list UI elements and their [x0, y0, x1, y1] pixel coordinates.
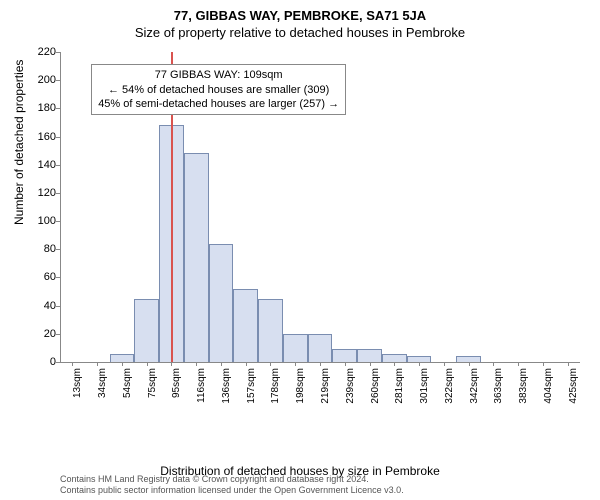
histogram-plot: 02040608010012014016018020022013sqm34sqm… [60, 52, 580, 402]
histogram-bar [308, 334, 333, 362]
x-tick-label: 383sqm [518, 368, 529, 404]
y-tick-label: 220 [38, 46, 56, 58]
histogram-bar [382, 354, 407, 362]
y-axis-label: Number of detached properties [12, 60, 26, 225]
info-box-line3: 45% of semi-detached houses are larger (… [98, 97, 339, 111]
property-info-box: 77 GIBBAS WAY: 109sqm← 54% of detached h… [91, 64, 346, 115]
y-tick-label: 200 [38, 74, 56, 86]
x-tick-label: 260sqm [370, 368, 381, 404]
x-tick-label: 116sqm [196, 368, 207, 403]
y-tick-label: 20 [44, 328, 56, 340]
info-box-line2: ← 54% of detached houses are smaller (30… [98, 83, 339, 97]
y-tick-label: 160 [38, 131, 56, 143]
x-tick-label: 178sqm [270, 368, 281, 404]
title-main: 77, GIBBAS WAY, PEMBROKE, SA71 5JA [0, 0, 600, 23]
footer-line2: Contains public sector information licen… [60, 485, 404, 496]
x-tick-label: 219sqm [320, 368, 331, 404]
x-tick-label: 54sqm [122, 368, 133, 398]
y-tick-label: 180 [38, 102, 56, 114]
y-tick-label: 60 [44, 271, 56, 283]
histogram-bar [283, 334, 308, 362]
y-tick-label: 140 [38, 159, 56, 171]
footer-line1: Contains HM Land Registry data © Crown c… [60, 474, 404, 485]
x-tick-label: 75sqm [147, 368, 158, 398]
x-tick-label: 239sqm [345, 368, 356, 404]
histogram-bar [357, 349, 382, 362]
histogram-bar [209, 244, 234, 362]
x-tick-label: 34sqm [97, 368, 108, 398]
y-tick-label: 40 [44, 300, 56, 312]
histogram-bar [258, 299, 283, 362]
y-tick-label: 120 [38, 187, 56, 199]
y-tick-label: 100 [38, 215, 56, 227]
x-tick-label: 281sqm [394, 368, 405, 404]
info-box-line1: 77 GIBBAS WAY: 109sqm [98, 68, 339, 82]
chart-area: 02040608010012014016018020022013sqm34sqm… [60, 52, 580, 402]
x-tick-label: 342sqm [469, 368, 480, 404]
histogram-bar [110, 354, 135, 362]
histogram-bar [184, 153, 209, 362]
footer-attribution: Contains HM Land Registry data © Crown c… [60, 474, 404, 496]
title-sub: Size of property relative to detached ho… [0, 23, 600, 44]
x-tick-label: 136sqm [221, 368, 232, 404]
x-tick-label: 301sqm [419, 368, 430, 404]
histogram-bar [332, 349, 357, 362]
y-tick-label: 80 [44, 243, 56, 255]
x-tick-label: 198sqm [295, 368, 306, 404]
x-tick-label: 363sqm [493, 368, 504, 404]
x-tick-label: 157sqm [246, 368, 257, 404]
x-tick-label: 95sqm [171, 368, 182, 398]
histogram-bar [233, 289, 258, 362]
x-tick-label: 13sqm [72, 368, 83, 398]
histogram-bar [134, 299, 159, 362]
x-tick-label: 404sqm [543, 368, 554, 404]
x-tick-label: 322sqm [444, 368, 455, 404]
x-tick-label: 425sqm [568, 368, 579, 404]
